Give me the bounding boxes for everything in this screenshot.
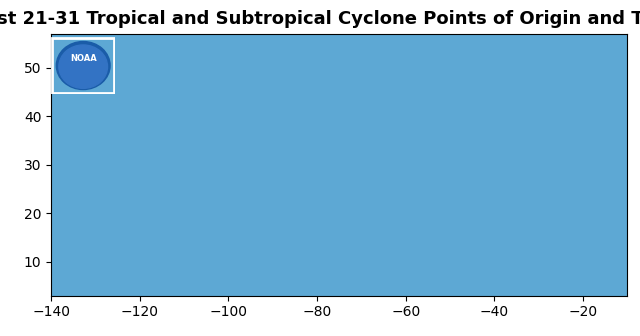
Circle shape (59, 45, 108, 88)
Text: August 21-31 Tropical and Subtropical Cyclone Points of Origin and Tracks: August 21-31 Tropical and Subtropical Cy… (0, 10, 640, 28)
Circle shape (56, 42, 110, 89)
Text: NOAA: NOAA (70, 54, 97, 63)
